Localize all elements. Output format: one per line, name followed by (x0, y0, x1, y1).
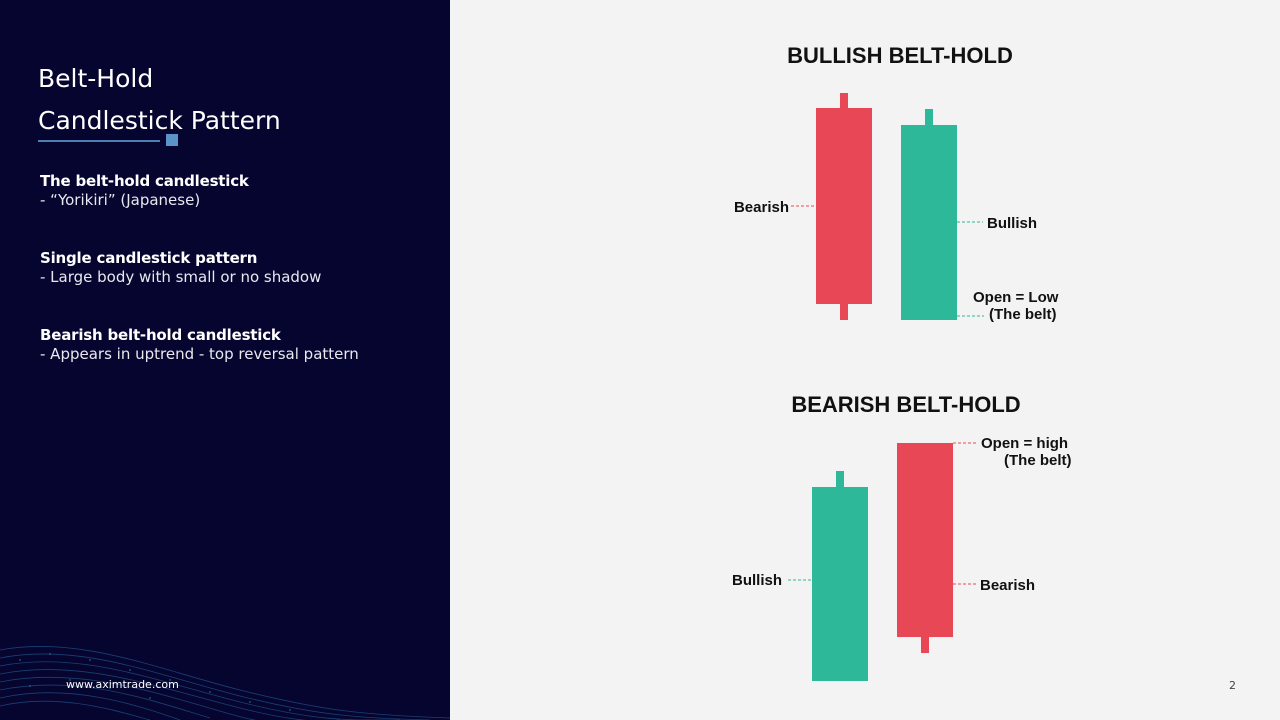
slide-title-line1: Belt-Hold (38, 64, 154, 93)
open-low-label-line1: Open = Low (973, 289, 1059, 306)
right-panel: BULLISH BELT-HOLD Bearish Bullish Open =… (450, 0, 1280, 720)
open-high-label-line2: (The belt) (1004, 452, 1072, 469)
title-accent-square (166, 134, 178, 146)
bearish-belt-hold-title: BEARISH BELT-HOLD (791, 392, 1020, 417)
bearish-candle-wick-bottom (840, 302, 848, 320)
bearish-candle-body (897, 443, 953, 637)
section-sub: - Large body with small or no shadow (40, 268, 322, 286)
slide-title-line2: Candlestick Pattern (38, 106, 281, 135)
section-belt-hold: The belt-hold candlestick - “Yorikiri” (… (40, 172, 249, 210)
open-low-label-line2: (The belt) (989, 306, 1057, 323)
section-bearish-belt-hold: Bearish belt-hold candlestick - Appears … (40, 326, 359, 364)
bullish-label: Bullish (732, 572, 782, 589)
wave-decoration (0, 646, 450, 720)
candlestick-diagram: BULLISH BELT-HOLD Bearish Bullish Open =… (732, 43, 1072, 681)
section-heading: The belt-hold candlestick (40, 172, 249, 190)
bullish-candle-wick-top (925, 109, 933, 127)
bearish-candle-body (816, 108, 872, 304)
bullish-candle-body (812, 487, 868, 681)
section-heading: Bearish belt-hold candlestick (40, 326, 281, 344)
website-url: www.aximtrade.com (66, 678, 179, 691)
bullish-label: Bullish (987, 215, 1037, 232)
slide-title: Belt-Hold Candlestick Pattern (38, 58, 281, 142)
section-sub: - “Yorikiri” (Japanese) (40, 191, 201, 209)
bullish-candle-wick-top (836, 471, 844, 489)
section-sub: - Appears in uptrend - top reversal patt… (40, 345, 359, 363)
bullish-belt-hold-title: BULLISH BELT-HOLD (787, 43, 1013, 68)
title-underline (38, 140, 160, 142)
bearish-candle-wick-top (840, 93, 848, 110)
bullish-candle-body (901, 125, 957, 320)
section-single-pattern: Single candlestick pattern - Large body … (40, 249, 321, 287)
page-number: 2 (1229, 679, 1236, 692)
bearish-label: Bearish (980, 577, 1035, 594)
bearish-label: Bearish (734, 199, 789, 216)
left-panel: Belt-Hold Candlestick Pattern The belt-h… (0, 0, 450, 720)
bearish-candle-wick-bottom (921, 635, 929, 653)
section-heading: Single candlestick pattern (40, 249, 258, 267)
open-high-label-line1: Open = high (981, 435, 1068, 452)
